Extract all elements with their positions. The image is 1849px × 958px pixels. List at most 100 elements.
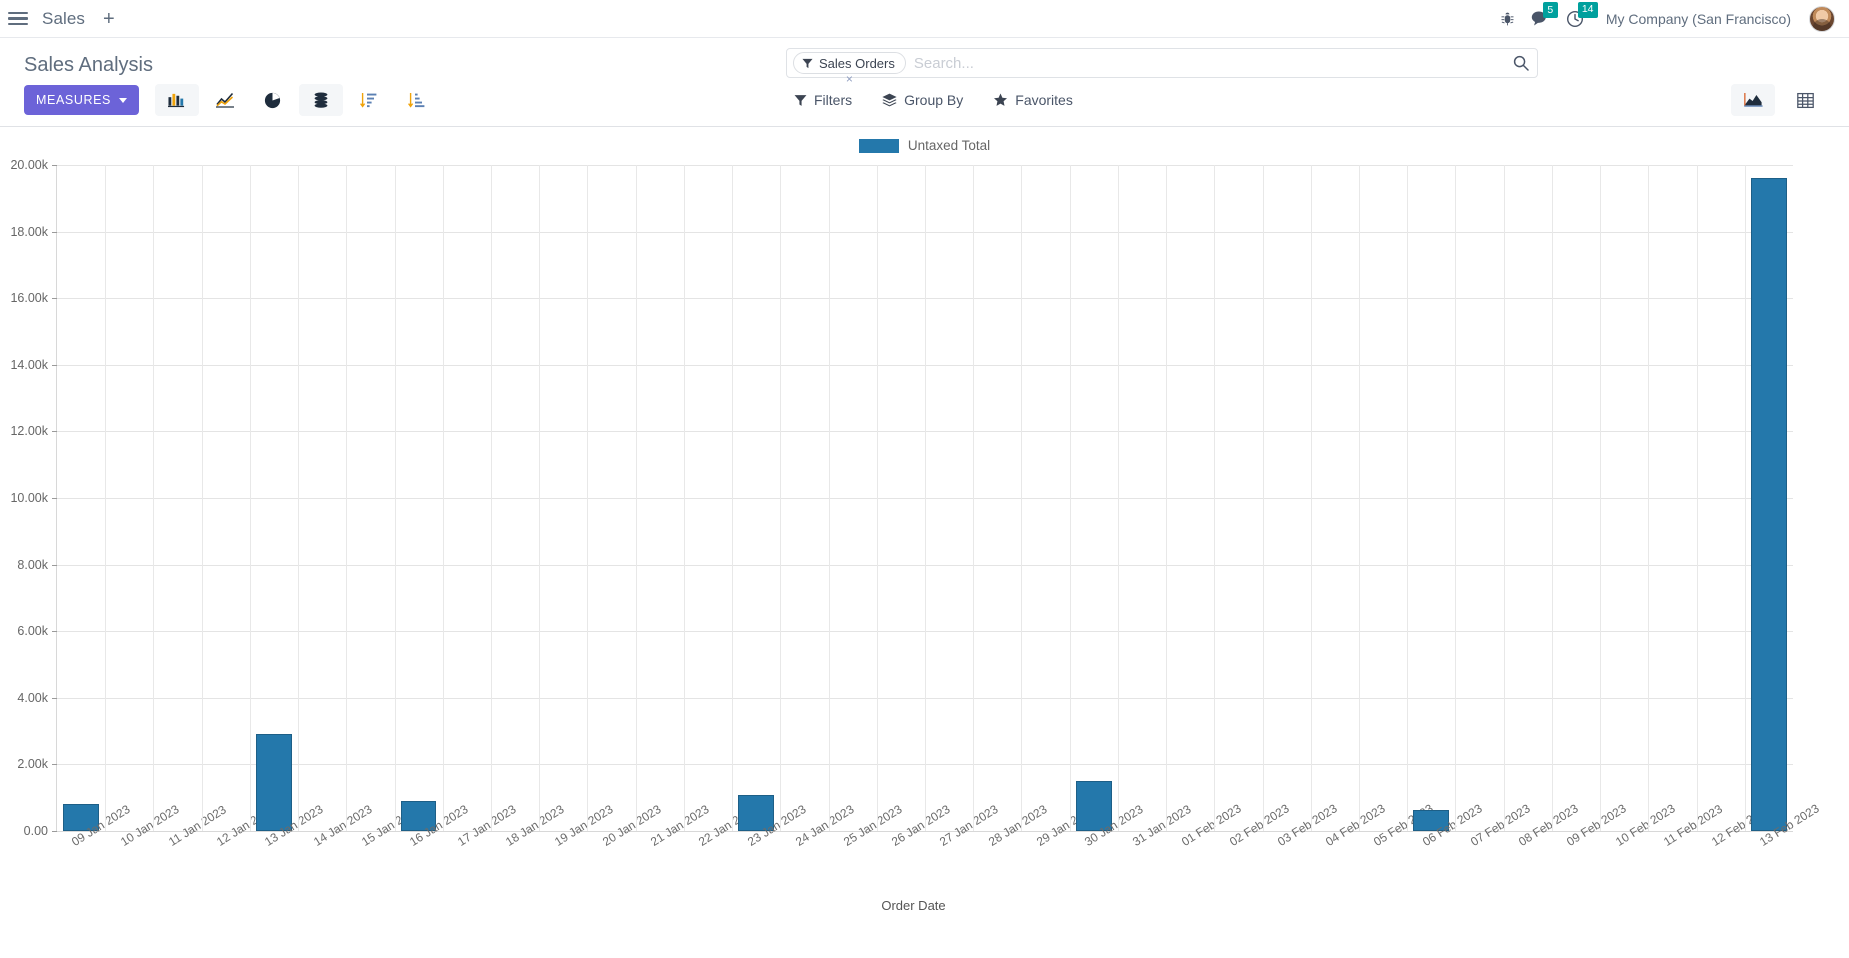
gridline-vertical [105,165,107,831]
search-facet-label: Sales Orders [819,55,895,71]
y-axis-tick-label: 0.00 [24,824,58,838]
group-by-dropdown[interactable]: Group By [882,92,963,108]
apps-menu-icon[interactable] [8,11,28,27]
gridline-vertical [973,165,975,831]
gridline-vertical [1117,165,1119,831]
graph-view-icon[interactable] [1731,84,1775,116]
gridline-vertical [1310,165,1312,831]
gridline-vertical [876,165,878,831]
filter-icon [794,94,807,106]
app-name[interactable]: Sales [42,8,86,28]
gridline-vertical [1648,165,1650,831]
gridline-vertical [1407,165,1409,831]
search-view[interactable]: Sales Orders × [786,48,1538,85]
favorites-label: Favorites [1015,92,1073,108]
top-navbar: Sales + 5 [0,0,1849,38]
activities-badge: 14 [1577,1,1598,18]
gridline-vertical [1069,165,1071,831]
x-axis-title: Order Date [881,898,946,913]
sort-descending-icon[interactable] [347,84,391,116]
gridline-vertical [298,165,300,831]
y-axis-tick-label: 18.00k [10,225,57,239]
gridline-vertical [1021,165,1023,831]
search-input[interactable] [905,53,1505,73]
filters-dropdown[interactable]: Filters [794,92,852,108]
gridline-vertical [1503,165,1505,831]
gridline-vertical [249,165,251,831]
gridline-vertical [732,165,734,831]
gridline-vertical [1551,165,1553,831]
bar[interactable] [256,734,292,831]
chart-legend: Untaxed Total [0,127,1849,157]
company-switcher[interactable]: My Company (San Francisco) [1605,10,1791,27]
favorites-dropdown[interactable]: Favorites [993,92,1073,108]
chart-plot-area: 0.00 2.00k 4.00k 6.00k 8.00k 10.00k 12.00k 14.0… [0,157,1827,917]
gridline-vertical [683,165,685,831]
gridline-vertical [394,165,396,831]
gridline-vertical [153,165,155,831]
line-chart-icon[interactable] [203,84,247,116]
star-icon [994,93,1008,106]
user-avatar[interactable] [1809,5,1835,32]
messages-badge: 5 [1542,2,1558,18]
page-title: Sales Analysis [24,54,153,76]
gridline-vertical [1214,165,1216,831]
gridline-vertical [587,165,589,831]
sort-ascending-icon[interactable] [395,84,439,116]
gridline-vertical [539,165,541,831]
y-axis-tick-label: 14.00k [10,358,57,372]
navbar-left: Sales + [8,9,119,29]
search-icon[interactable] [1505,55,1531,71]
graph-view: Untaxed Total 0.00 2.00k 4.00k 6.00k 8.00k 10… [0,127,1849,946]
gridline-vertical [442,165,444,831]
gridline-vertical [1166,165,1168,831]
y-axis-tick-label: 20.00k [10,158,57,172]
chart-type-button-group [151,84,439,116]
bar[interactable] [400,801,437,831]
search-facet-sales-orders[interactable]: Sales Orders × [793,52,906,85]
bug-icon[interactable] [1500,11,1515,27]
y-axis-tick-label: 6.00k [17,624,57,638]
search-dropdown-group: Filters Group By Favorites [794,92,1073,108]
gridline-vertical [1262,165,1264,831]
gridline-vertical [1359,165,1360,831]
bar-chart-icon[interactable] [154,84,199,116]
gridline-vertical [201,165,203,831]
y-axis-tick-label: 4.00k [17,691,57,705]
gridline-vertical [346,165,348,831]
gridline-vertical [780,165,782,831]
search-facet-remove-icon[interactable]: × [845,72,853,86]
navbar-right: 5 14 My Company (San Francisco) [1500,1,1839,32]
activities-clock-icon[interactable]: 14 [1566,1,1598,28]
layers-icon [882,93,897,107]
new-record-button[interactable]: + [103,7,115,30]
gridline-vertical [1600,165,1602,831]
stacked-icon[interactable] [298,84,343,116]
filter-icon [802,58,813,68]
gridline-vertical [925,165,926,831]
legend-swatch [858,138,899,153]
pie-chart-icon[interactable] [251,84,295,116]
control-panel-top-row: Sales Analysis Sales Orders × [24,38,1827,85]
gridline-vertical [491,165,492,831]
chart-canvas[interactable]: 0.00 2.00k 4.00k 6.00k 8.00k 10.00k 12.00k 14.0… [10,158,1821,849]
bar[interactable] [1751,178,1787,831]
measures-button-label: MEASURES [36,93,111,107]
bar[interactable] [63,804,99,831]
group-by-label: Group By [904,92,964,108]
measures-button[interactable]: MEASURES [24,85,139,115]
chevron-down-icon [118,97,127,103]
gridline-vertical [635,165,637,831]
view-switcher [1727,84,1827,116]
bar[interactable] [1413,810,1450,831]
y-axis-tick-label: 2.00k [17,757,57,771]
gridline-vertical [1744,165,1746,831]
bar[interactable] [738,795,775,831]
gridline-vertical [828,165,830,831]
messages-icon[interactable]: 5 [1531,2,1558,27]
control-panel: Sales Analysis Sales Orders × MEASURES [0,38,1849,127]
bar[interactable] [1075,781,1112,831]
pivot-view-icon[interactable] [1783,84,1827,116]
control-panel-bottom-row: MEASURES [24,76,1827,126]
filters-label: Filters [814,92,853,108]
